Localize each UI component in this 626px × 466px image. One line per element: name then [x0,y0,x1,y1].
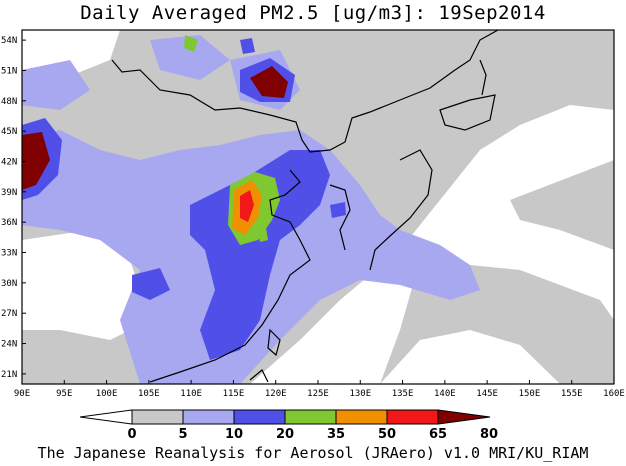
clear-ne [470,112,614,210]
lat-label: 48N [1,97,17,107]
colorbar-label: 35 [327,427,345,442]
lat-label: 54N [1,36,17,46]
colorbar-label: 0 [127,427,136,442]
band-20-35 [190,150,330,360]
colorbar-label: 20 [276,427,294,442]
lon-label: 115E [223,389,245,399]
coast-japan [369,149,433,271]
lon-label: 90E [14,389,30,399]
band-10-20-nw [22,60,90,110]
colorbar-label: 65 [429,427,447,442]
colorbar-label: 80 [480,427,498,442]
band-20-35-spot2 [330,202,346,218]
lon-label: 150E [519,389,541,399]
lat-label: 33N [1,249,17,259]
lon-label: 100E [96,389,118,399]
hotspot-red [240,190,254,222]
colorbar-under-arrow [79,409,133,425]
colorbar-swatch [386,409,439,425]
concentration-field [22,30,614,384]
colorbar-over-arrow [437,409,491,425]
clear-interior [80,250,130,310]
coast-asia [111,30,499,153]
band-20-35-spot [132,268,170,300]
coast-philippines [249,369,269,383]
clear-far-south [380,330,560,384]
colorbar-swatch [335,409,388,425]
coastlines [111,30,499,383]
lon-label: 120E [265,389,287,399]
lat-label: 30N [1,279,17,289]
lon-label: 125E [307,389,329,399]
lon-label: 110E [180,389,202,399]
coast-korea [329,184,351,251]
lat-label: 24N [1,340,17,350]
hotspot-green-small [258,228,268,242]
colorbar-label: 10 [225,427,243,442]
longitude-axis: 90E 95E 100E 105E 110E 115E 120E 125E 130E 135E 14… [14,380,625,399]
lon-label: 130E [349,389,371,399]
lon-label: 105E [138,389,160,399]
lon-label: 155E [561,389,583,399]
lat-label: 51N [1,66,17,76]
lon-label: 140E [434,389,456,399]
colorbar-swatch [284,409,337,425]
lat-label: 39N [1,188,17,198]
map-title: Daily Averaged PM2.5 [ug/m3]: 19Sep2014 [80,2,546,24]
plume-north-green [184,35,198,52]
lat-label: 27N [1,309,17,319]
coast-sakhalin [479,59,487,96]
colorbar-swatch [182,409,235,425]
band-10-20-north [150,35,230,80]
colorbar-swatch [131,409,184,425]
lat-label: 45N [1,127,17,137]
colorbar: 0 5 10 20 35 50 65 80 [79,409,498,442]
lon-label: 145E [476,389,498,399]
plume-west-inner [22,132,50,190]
band-5-10-east [510,160,614,250]
lat-label: 21N [1,370,17,380]
colorbar-swatch [233,409,286,425]
credit-line: The Japanese Reanalysis for Aerosol (JRA… [37,444,589,462]
coast-hokkaido [439,94,496,131]
lon-label: 160E [603,389,625,399]
lon-label: 135E [392,389,414,399]
colorbar-label: 5 [178,427,187,442]
lat-label: 36N [1,218,17,228]
lat-label: 42N [1,157,17,167]
plume-north-inner [250,66,288,98]
latitude-axis: 21N 24N 27N 30N 33N 36N 39N 42N 45N 48N 51N 54N [1,36,26,380]
coast-china [149,169,311,383]
colorbar-label: 50 [378,427,396,442]
coast-taiwan [267,328,281,357]
lon-label: 95E [56,389,72,399]
plume-north-green2 [240,38,255,54]
